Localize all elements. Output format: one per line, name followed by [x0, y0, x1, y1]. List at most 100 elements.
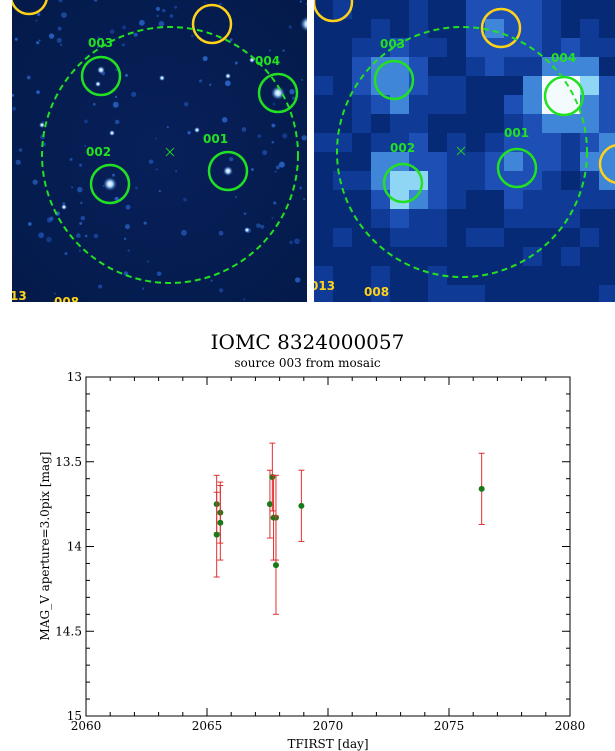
left-source-circle-002 — [89, 163, 131, 205]
faint-star — [36, 41, 40, 45]
image-pixel — [599, 209, 615, 228]
faint-star — [289, 240, 293, 245]
faint-star — [109, 29, 115, 34]
image-pixel — [371, 114, 390, 133]
image-pixel — [447, 133, 466, 152]
image-pixel — [333, 114, 352, 133]
image-pixel — [561, 266, 580, 285]
faint-star — [114, 119, 120, 125]
data-point — [213, 531, 220, 538]
left-source-circle-004 — [257, 72, 299, 114]
image-pixel — [390, 19, 409, 38]
image-pixel — [333, 19, 352, 38]
faint-star — [123, 237, 127, 240]
faint-star — [79, 163, 83, 167]
image-pixel — [409, 171, 428, 190]
image-pixel — [352, 266, 371, 285]
image-pixel — [447, 38, 466, 57]
faint-star — [36, 90, 40, 94]
right-source-circle-003 — [373, 59, 415, 101]
image-pixel — [466, 57, 485, 76]
left-star-field — [12, 0, 307, 301]
faint-star — [143, 221, 147, 225]
right-label-003: 003 — [380, 37, 405, 51]
faint-star — [229, 38, 233, 42]
image-pixel — [561, 38, 580, 57]
image-pixel — [314, 19, 333, 38]
faint-star — [260, 224, 265, 229]
image-pixel — [352, 57, 371, 76]
image-pixel — [371, 95, 390, 114]
faint-star — [48, 33, 55, 39]
bright-star — [97, 66, 105, 74]
image-pixel — [580, 95, 599, 114]
faint-star — [125, 73, 128, 77]
faint-star — [79, 221, 83, 225]
image-pixel — [466, 209, 485, 228]
data-point-group — [272, 515, 279, 615]
data-point — [217, 519, 224, 526]
image-pixel — [485, 133, 504, 152]
image-pixel — [542, 57, 561, 76]
image-pixel — [333, 152, 352, 171]
faint-star — [305, 3, 307, 6]
left-source-circle-003 — [80, 55, 122, 97]
faint-star — [229, 157, 234, 162]
image-pixel — [504, 285, 523, 302]
data-marks — [213, 442, 485, 615]
data-point-group — [217, 484, 224, 561]
image-pixel — [542, 247, 561, 266]
bright-star — [61, 204, 67, 210]
image-pixel — [447, 247, 466, 266]
image-pixel — [561, 114, 580, 133]
faint-star — [64, 252, 68, 256]
image-pixel — [428, 190, 447, 209]
faint-star — [273, 201, 277, 205]
image-pixel — [333, 190, 352, 209]
image-pixel — [523, 76, 542, 95]
image-pixel — [599, 0, 615, 19]
x-tick-label: 2080 — [555, 719, 586, 733]
image-pixel — [599, 57, 615, 76]
image-pixel — [409, 228, 428, 247]
image-pixel — [371, 247, 390, 266]
right-yellow-circle-edge — [598, 144, 615, 184]
image-pixel — [504, 133, 523, 152]
image-pixel — [447, 190, 466, 209]
image-pixel — [504, 76, 523, 95]
image-pixel — [542, 95, 561, 114]
faint-star — [32, 179, 38, 185]
image-pixel — [352, 114, 371, 133]
image-pixel — [466, 285, 485, 302]
bright-star — [95, 81, 101, 87]
image-pixel — [466, 152, 485, 171]
image-pixel — [314, 209, 333, 228]
image-pixel — [314, 247, 333, 266]
image-pixel — [428, 38, 447, 57]
image-pixel — [542, 0, 561, 19]
faint-star — [294, 277, 301, 283]
faint-star — [299, 186, 302, 190]
faint-star — [282, 133, 288, 139]
image-pixel — [485, 95, 504, 114]
image-pixel — [485, 228, 504, 247]
image-pixel — [390, 228, 409, 247]
image-pixel — [523, 38, 542, 57]
faint-star — [209, 83, 212, 86]
chart-subtitle: source 003 from mosaic — [234, 356, 381, 370]
faint-star — [274, 170, 277, 173]
image-pixel — [561, 228, 580, 247]
image-pixel — [561, 152, 580, 171]
image-pixel — [523, 190, 542, 209]
image-pixel — [428, 228, 447, 247]
faint-star — [77, 186, 83, 193]
faint-star — [80, 215, 86, 221]
faint-star — [35, 19, 38, 22]
faint-star — [97, 36, 100, 39]
image-pixel — [466, 133, 485, 152]
image-pixel — [504, 266, 523, 285]
faint-star — [175, 170, 178, 173]
faint-star — [93, 0, 98, 2]
faint-star — [131, 91, 137, 97]
image-pixel — [466, 114, 485, 133]
